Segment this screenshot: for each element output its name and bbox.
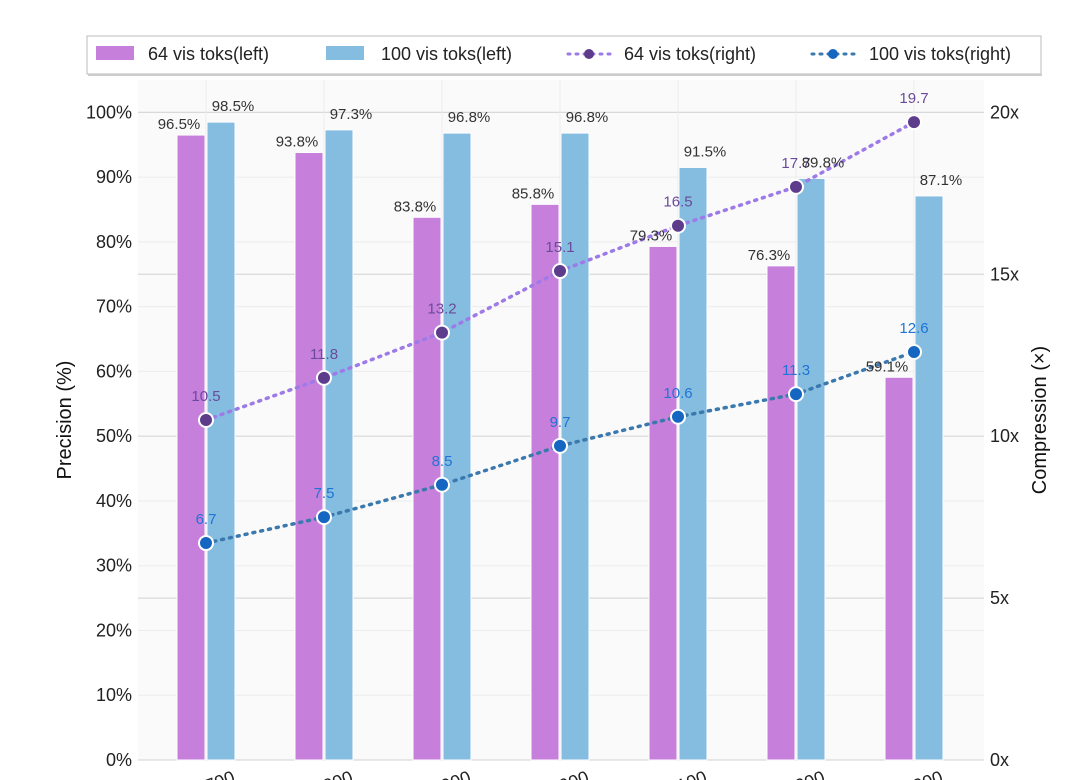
legend-box: [86, 35, 1042, 75]
point-100-right-2: [434, 476, 450, 493]
bar-data-labels: 96.5% 98.5% 93.8% 97.3% 83.8% 96.8% 85.8% 96.8%…: [158, 98, 963, 375]
point-100-right-5: [788, 386, 804, 403]
point-label-100-right-4: 10.6: [663, 385, 692, 402]
point-100-right-1: [316, 509, 332, 526]
x-tick-label-1: 700-800: [286, 767, 355, 780]
bar-100-left-6: [914, 195, 944, 761]
point-64-right-0: [198, 412, 214, 428]
point-100-right-3: [552, 437, 568, 454]
bar-label-64-left-4: 79.3%: [630, 227, 673, 244]
bar-64-left-1: [294, 152, 324, 761]
bar-100-left-1: [324, 129, 354, 761]
bar-100-left-5: [796, 177, 826, 761]
point-64-right-4: [670, 217, 686, 234]
bar-label-100-left-0: 98.5%: [212, 98, 255, 115]
point-label-100-right-5: 11.3: [782, 362, 810, 379]
y-tick-label-6: 60%: [96, 361, 132, 381]
point-label-100-right-3: 9.7: [550, 414, 571, 431]
y2-tick-label-2: 10x: [990, 426, 1019, 446]
x-tick-label-2: 800-900: [404, 767, 473, 780]
bar-label-64-left-6: 59.1%: [866, 358, 909, 375]
y2-tick-label-1: 5x: [990, 588, 1009, 608]
y-tick-label-7: 70%: [96, 297, 132, 317]
y-tick-label-10: 100%: [86, 102, 132, 122]
point-100-right-6: [906, 344, 922, 360]
bar-label-64-left-2: 83.8%: [394, 198, 437, 215]
point-label-100-right-6: 12.6: [899, 320, 928, 337]
bar-label-100-left-1: 97.3%: [330, 106, 373, 123]
point-label-100-right-0: 6.7: [196, 511, 217, 528]
legend-swatch-100-right: [810, 49, 856, 59]
bar-100-left-0: [206, 121, 236, 761]
bar-64-left-3: [530, 203, 560, 761]
point-label-64-right-0: 10.5: [191, 388, 220, 405]
point-label-64-right-5: 17.7: [781, 155, 810, 172]
bar-64-left-4: [648, 245, 678, 761]
bar-100-left-2: [442, 132, 472, 761]
legend-label-64-right: 64 vis toks(right): [624, 44, 756, 64]
x-tick-label-5: 1100-1200: [741, 767, 827, 780]
bar-label-100-left-6: 87.1%: [920, 172, 963, 189]
bar-64-left-0: [176, 134, 206, 761]
bar-label-64-left-1: 93.8%: [276, 134, 319, 151]
bar-label-64-left-5: 76.3%: [748, 247, 791, 264]
bar-label-100-left-4: 91.5%: [684, 143, 727, 160]
y-tick-label-2: 20%: [96, 620, 132, 640]
legend-swatch-64-right: [566, 49, 612, 59]
y2-tick-label-0: 0x: [990, 750, 1009, 770]
point-64-right-2: [434, 324, 450, 341]
point-label-100-right-2: 8.5: [432, 453, 453, 470]
legend-label-100-left: 100 vis toks(left): [381, 44, 512, 64]
legend-label-100-right: 100 vis toks(right): [869, 44, 1011, 64]
y-axis-title: Precision (%): [54, 361, 76, 480]
bar-label-100-left-2: 96.8%: [448, 109, 491, 126]
bar-label-64-left-0: 96.5%: [158, 116, 201, 133]
y-tick-label-1: 10%: [96, 685, 132, 705]
point-label-64-right-2: 13.2: [427, 301, 456, 318]
series-lines: 10.5 11.8 13.2 15.1 16.5 17.7 19.7 6.7 7.5 8.5 9.7…: [191, 90, 929, 552]
bar-64-left-6: [884, 376, 914, 761]
y-tick-label-5: 50%: [96, 426, 132, 446]
legend-swatch-64-left: [96, 46, 134, 60]
point-64-right-5: [788, 178, 804, 195]
x-tick-label-3: 900-1000: [513, 767, 591, 780]
y-tick-label-3: 30%: [96, 556, 132, 576]
bar-label-64-left-3: 85.8%: [512, 185, 555, 202]
x-tick-label-4: 1000-1100: [623, 767, 709, 780]
point-64-right-6: [906, 114, 922, 131]
point-64-right-1: [316, 369, 332, 386]
point-100-right-4: [670, 408, 686, 425]
legend-swatch-100-left: [326, 46, 364, 60]
point-label-64-right-3: 15.1: [545, 239, 574, 256]
point-label-64-right-6: 19.7: [899, 90, 928, 107]
bar-label-100-left-3: 96.8%: [566, 109, 609, 126]
y2-axis-title: Compression (×): [1029, 346, 1051, 494]
y-tick-label-4: 40%: [96, 491, 132, 511]
x-tick-label-0: 0-700: [187, 767, 237, 780]
legend: 64 vis toks(left) 100 vis toks(left) 64 …: [86, 35, 1042, 76]
legend-label-64-left: 64 vis toks(left): [148, 44, 269, 64]
x-tick-label-6: 1200-1300: [858, 767, 946, 780]
y2-tick-label-4: 20x: [990, 102, 1019, 122]
point-label-64-right-1: 11.8: [310, 346, 338, 363]
bar-100-left-4: [678, 166, 708, 761]
y-tick-label-8: 80%: [96, 232, 132, 252]
bar-label-100-left-5: 89.8%: [802, 154, 845, 171]
y-tick-label-9: 90%: [96, 167, 132, 187]
y2-tick-label-3: 15x: [990, 264, 1019, 284]
y-tick-label-0: 0%: [106, 750, 132, 770]
point-100-right-0: [198, 535, 214, 552]
point-label-64-right-4: 16.5: [663, 194, 692, 211]
point-64-right-3: [552, 263, 568, 280]
bar-64-left-5: [766, 265, 796, 761]
point-label-100-right-1: 7.5: [314, 485, 335, 502]
